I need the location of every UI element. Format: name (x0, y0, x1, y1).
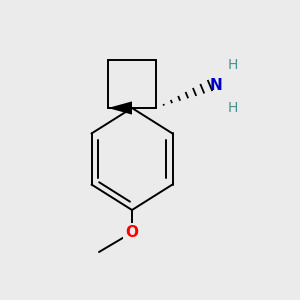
Text: N: N (210, 78, 223, 93)
Polygon shape (108, 101, 132, 115)
Text: O: O (125, 225, 139, 240)
Text: H: H (228, 58, 238, 72)
Text: H: H (228, 100, 238, 115)
